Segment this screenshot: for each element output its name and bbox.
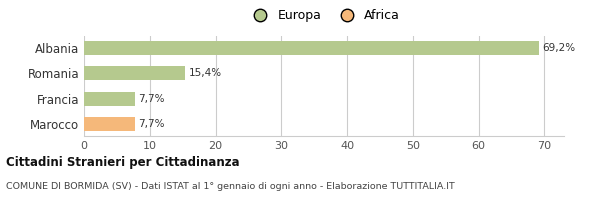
Bar <box>84 66 185 80</box>
Text: 69,2%: 69,2% <box>542 43 575 53</box>
Text: 7,7%: 7,7% <box>138 94 164 104</box>
Legend: Europa, Africa: Europa, Africa <box>243 4 405 27</box>
Bar <box>84 92 134 106</box>
Text: 7,7%: 7,7% <box>138 119 164 129</box>
Text: COMUNE DI BORMIDA (SV) - Dati ISTAT al 1° gennaio di ogni anno - Elaborazione TU: COMUNE DI BORMIDA (SV) - Dati ISTAT al 1… <box>6 182 455 191</box>
Bar <box>84 41 539 55</box>
Text: 15,4%: 15,4% <box>188 68 221 78</box>
Bar <box>84 117 134 131</box>
Text: Cittadini Stranieri per Cittadinanza: Cittadini Stranieri per Cittadinanza <box>6 156 239 169</box>
